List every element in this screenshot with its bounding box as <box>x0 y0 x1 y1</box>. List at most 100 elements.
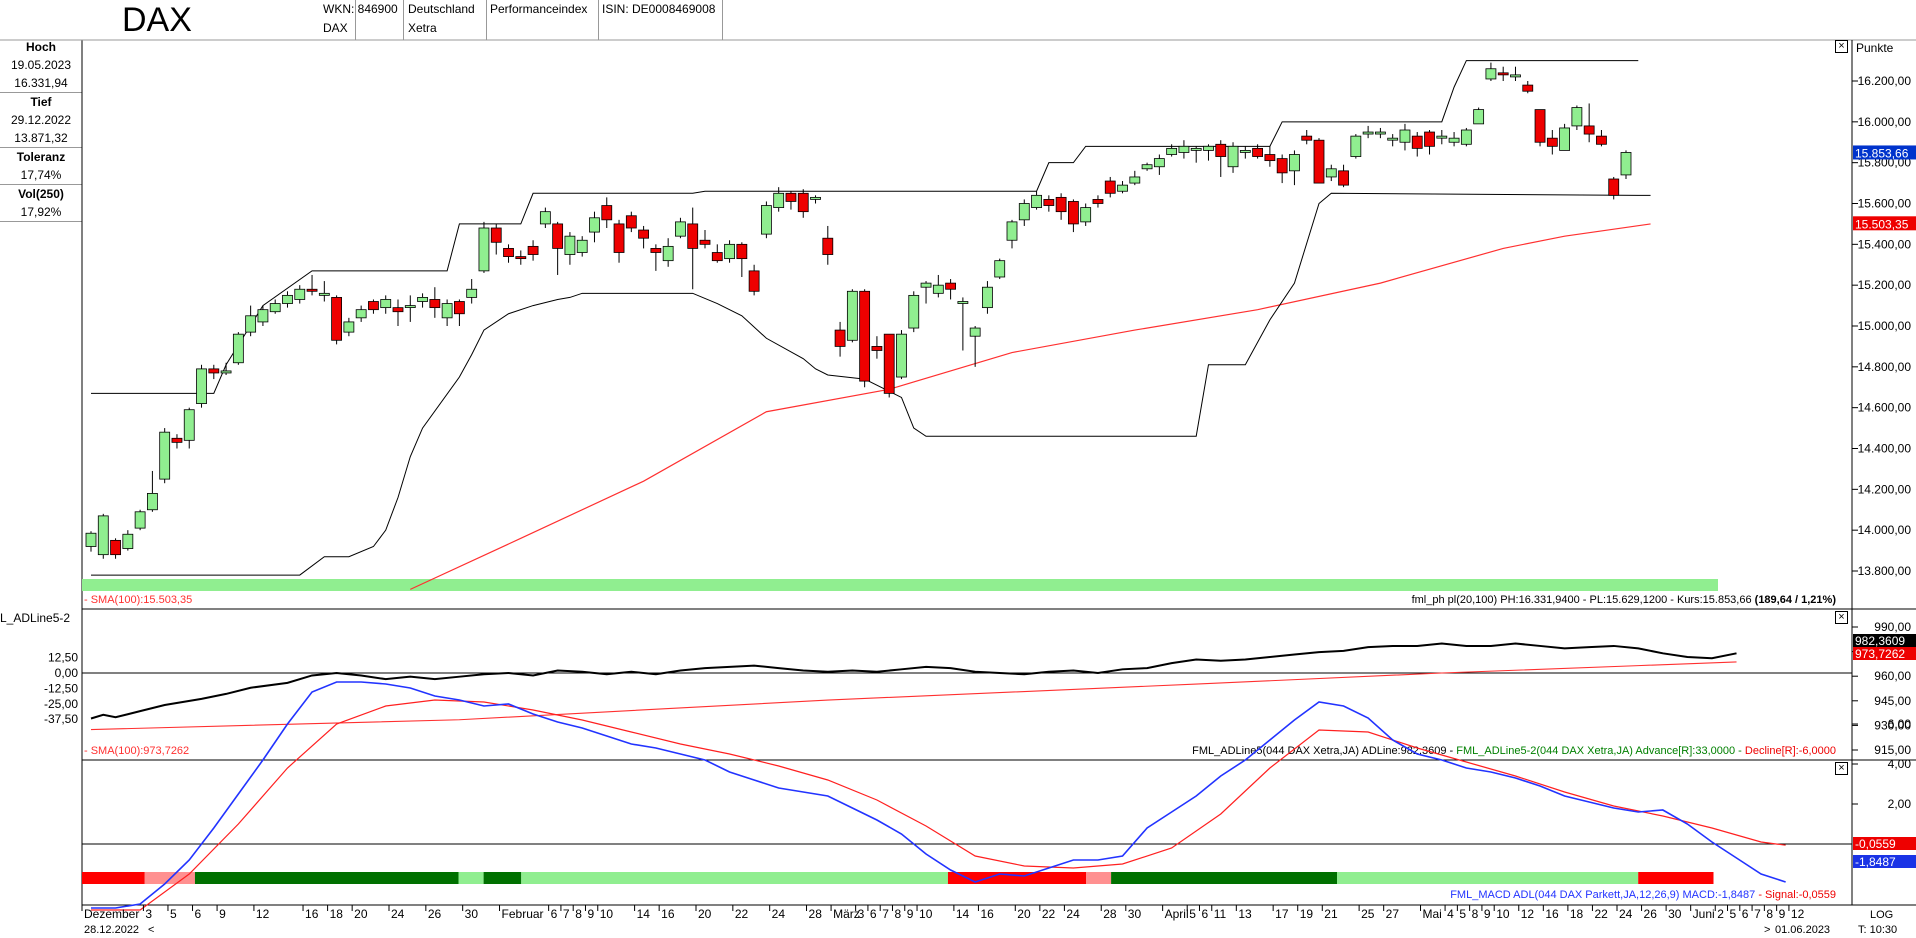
wkn-cell: WKN: 846900 DAX <box>319 0 404 40</box>
macd-ytick-label: 4,00 <box>1888 757 1912 771</box>
price-ytick-label: 14.400,00 <box>1858 442 1912 456</box>
xaxis-label: 20 <box>698 907 712 921</box>
candle-body <box>1313 139 1325 184</box>
candle-body <box>896 333 907 378</box>
xaxis-scroll-left: < <box>148 924 154 936</box>
xaxis-label: 11 <box>1214 907 1227 921</box>
high-date: 19.05.2023 <box>10 58 72 72</box>
macd-signal-band-segment <box>458 872 484 884</box>
xaxis-label: 13 <box>1238 907 1252 921</box>
xaxis-label: 6 <box>195 907 202 921</box>
candle-body <box>1289 154 1300 172</box>
candle-body <box>1252 147 1263 157</box>
adline-legend-sma: - SMA(100):973,7262 <box>84 745 189 757</box>
candle-body <box>539 211 551 225</box>
candle-body <box>503 248 514 257</box>
candle-body <box>711 252 723 262</box>
candle-body <box>638 229 649 239</box>
candle-body <box>318 292 330 296</box>
xaxis-label: 30 <box>1668 907 1682 921</box>
candle-body <box>675 221 686 237</box>
candle-body <box>969 327 981 337</box>
xaxis-label: 16 <box>661 907 675 921</box>
candle-body <box>1620 152 1632 176</box>
adline-panel-close-icon[interactable]: × <box>1835 611 1848 624</box>
xaxis-scroll-right: > <box>1764 924 1770 936</box>
xaxis-label: 24 <box>1619 907 1633 921</box>
xaxis-label: März <box>833 907 860 921</box>
low-box: Tief 29.12.2022 13.871,32 <box>0 93 82 148</box>
tolerance-value: 17,74% <box>20 168 62 182</box>
macd-tag-red: -0,0559 <box>1855 837 1896 851</box>
candle-body <box>908 294 920 329</box>
price-ytick-label: 14.800,00 <box>1858 360 1912 374</box>
xaxis-label: 5 <box>1459 907 1466 921</box>
candle-body <box>417 297 428 302</box>
candle-body <box>110 539 121 556</box>
candle-body <box>1264 154 1276 162</box>
macd-signal-band-segment <box>521 872 948 884</box>
candle-body <box>1043 199 1055 206</box>
macd-panel-close-icon[interactable]: × <box>1835 762 1848 775</box>
candle-body <box>1006 221 1018 241</box>
candle-body <box>1399 129 1411 143</box>
candle-body <box>883 333 895 394</box>
xaxis-label: 14 <box>956 907 970 921</box>
candle-body <box>1596 135 1607 145</box>
price-ytick-label: 14.200,00 <box>1858 482 1912 496</box>
macd-signal-line <box>91 699 1786 911</box>
exchange-label: Deutschland <box>408 2 475 16</box>
xaxis-label: 16 <box>1545 907 1559 921</box>
macd-signal-band-segment <box>947 872 1086 884</box>
adline-right-ytick-label: 990,00 <box>1874 620 1911 634</box>
price-ytick-label: 13.800,00 <box>1858 564 1912 578</box>
xaxis-label: 5 <box>1189 907 1196 921</box>
vol-box: Vol(250) 17,92% <box>0 185 82 222</box>
candle-body <box>1350 135 1362 157</box>
candle-body <box>810 196 821 200</box>
wkn-sub: DAX <box>323 21 348 35</box>
candle-body <box>490 227 502 243</box>
xaxis-label: 25 <box>1361 907 1375 921</box>
xaxis-label: 5 <box>1730 907 1737 921</box>
candle-body <box>294 288 306 300</box>
candle-body <box>1190 147 1202 151</box>
macd-signal-band-segment <box>194 872 459 884</box>
candle-body <box>724 243 735 260</box>
candle-body <box>920 282 932 288</box>
candle-body <box>1411 135 1423 149</box>
candle-body <box>429 299 441 309</box>
xaxis-label: 10 <box>1496 907 1510 921</box>
candle-body <box>1546 137 1558 147</box>
xaxis-label: 6 <box>551 907 558 921</box>
candle-body <box>1362 131 1374 135</box>
xaxis-label: 4 <box>1447 907 1454 921</box>
macd-signal-band-segment <box>1086 872 1112 884</box>
price-ytick-label: 14.600,00 <box>1858 401 1912 415</box>
xaxis-label: 19 <box>1300 907 1314 921</box>
candle-body <box>183 409 195 441</box>
candle-body <box>601 205 613 221</box>
xaxis-label: 2 <box>1717 907 1724 921</box>
exchange-sub: Xetra <box>408 21 437 35</box>
xaxis-start-date: 28.12.2022 <box>84 924 139 936</box>
xaxis-label: 7 <box>563 907 570 921</box>
candle-body <box>122 533 134 549</box>
xaxis-label: 24 <box>772 907 786 921</box>
candle-body <box>1583 125 1595 135</box>
timeframe-label: T: 10:30 <box>1858 924 1897 936</box>
xaxis-label: April <box>1165 907 1189 921</box>
candle-body <box>1215 143 1227 157</box>
macd-ytick-label: 2,00 <box>1888 797 1912 811</box>
price-panel-close-icon[interactable]: × <box>1835 40 1848 53</box>
candle-body <box>159 431 171 480</box>
candle-body <box>834 329 846 347</box>
macd-signal-band-segment <box>1638 872 1714 884</box>
macd-signal-band-segment <box>1111 872 1337 884</box>
low-value: 13.871,32 <box>14 131 68 145</box>
candle-body <box>1436 135 1448 139</box>
candle-body <box>1129 176 1141 184</box>
log-scale-toggle: LOG <box>1870 909 1893 921</box>
xaxis-label: 12 <box>256 907 270 921</box>
